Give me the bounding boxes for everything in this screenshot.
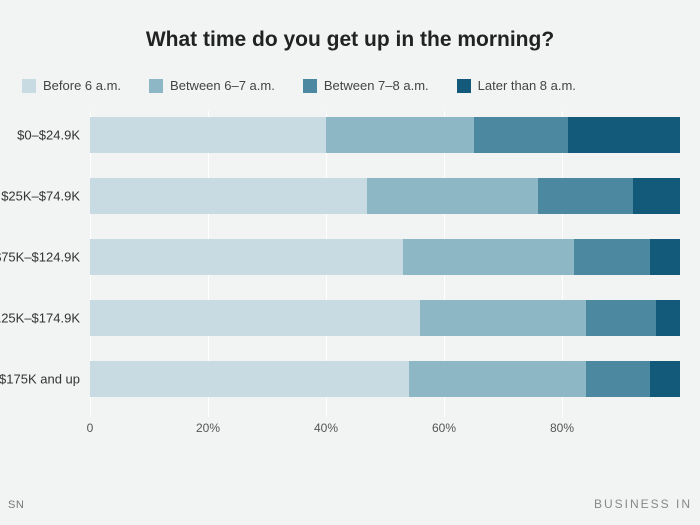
bar-segment <box>568 117 680 153</box>
x-tick-label: 40% <box>314 421 338 435</box>
legend-label: Later than 8 a.m. <box>478 78 576 93</box>
legend-item: Later than 8 a.m. <box>457 78 576 93</box>
bar-stack <box>90 178 680 214</box>
bar-segment <box>90 117 326 153</box>
bar-segment <box>650 239 680 275</box>
bar-segment <box>403 239 574 275</box>
category-label: $125K–$174.9K <box>0 311 90 326</box>
bar-stack <box>90 117 680 153</box>
legend-label: Between 7–8 a.m. <box>324 78 429 93</box>
bar-segment <box>538 178 632 214</box>
legend-swatch <box>149 79 163 93</box>
x-tick-label: 60% <box>432 421 456 435</box>
source-credit: SN <box>8 499 24 511</box>
bar-segment <box>367 178 538 214</box>
legend-label: Before 6 a.m. <box>43 78 121 93</box>
bar-segment <box>656 300 680 336</box>
legend: Before 6 a.m. Between 6–7 a.m. Between 7–8… <box>0 74 700 111</box>
chart-title: What time do you get up in the morning? <box>0 0 700 74</box>
bar-segment <box>633 178 680 214</box>
x-tick-label: 80% <box>550 421 574 435</box>
bar-segment <box>90 300 420 336</box>
category-label: $175K and up <box>0 372 90 387</box>
bar-row: $75K–$124.9K <box>90 239 680 275</box>
bar-segment <box>326 117 474 153</box>
bars-container: $0–$24.9K $25K–$74.9K $75K–$124.9K $125K–$1… <box>90 111 680 397</box>
plot-area: $0–$24.9K $25K–$74.9K $75K–$124.9K $125K–$1… <box>90 111 680 441</box>
x-axis: 0 20% 40% 60% 80% <box>90 417 680 441</box>
legend-swatch <box>457 79 471 93</box>
bar-segment <box>586 300 657 336</box>
category-label: $25K–$74.9K <box>1 189 90 204</box>
bar-segment <box>650 361 680 397</box>
bar-segment <box>90 178 367 214</box>
bar-row: $25K–$74.9K <box>90 178 680 214</box>
bar-segment <box>474 117 568 153</box>
bar-segment <box>90 239 403 275</box>
legend-label: Between 6–7 a.m. <box>170 78 275 93</box>
bar-row: $0–$24.9K <box>90 117 680 153</box>
bar-segment <box>90 361 409 397</box>
legend-swatch <box>22 79 36 93</box>
x-tick-label: 20% <box>196 421 220 435</box>
category-label: $75K–$124.9K <box>0 250 90 265</box>
bar-row: $175K and up <box>90 361 680 397</box>
bar-segment <box>586 361 651 397</box>
legend-item: Between 7–8 a.m. <box>303 78 429 93</box>
bar-row: $125K–$174.9K <box>90 300 680 336</box>
bar-segment <box>409 361 586 397</box>
bar-stack <box>90 300 680 336</box>
category-label: $0–$24.9K <box>17 128 90 143</box>
legend-item: Before 6 a.m. <box>22 78 121 93</box>
x-tick-label: 0 <box>87 421 94 435</box>
legend-swatch <box>303 79 317 93</box>
bar-segment <box>574 239 651 275</box>
brand-credit: BUSINESS IN <box>594 497 692 511</box>
bar-stack <box>90 239 680 275</box>
bar-segment <box>420 300 585 336</box>
legend-item: Between 6–7 a.m. <box>149 78 275 93</box>
bar-stack <box>90 361 680 397</box>
